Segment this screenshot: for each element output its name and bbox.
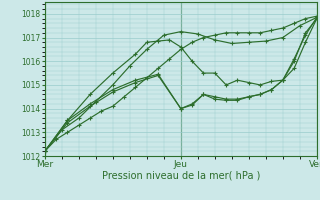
X-axis label: Pression niveau de la mer( hPa ): Pression niveau de la mer( hPa ) xyxy=(102,171,260,181)
